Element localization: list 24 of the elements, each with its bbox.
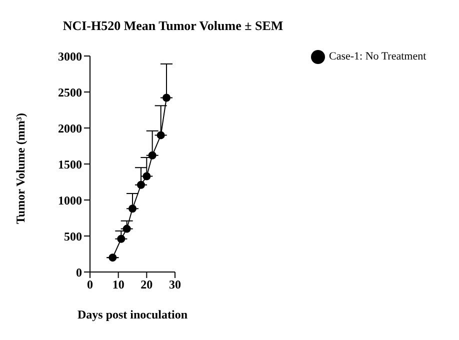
y-tick-label: 3000	[58, 49, 82, 64]
x-tick-label: 0	[87, 278, 93, 292]
point	[128, 204, 136, 213]
x-tick-label: 10	[112, 278, 124, 292]
y-axis-title: Tumor Volume (mm³)	[13, 113, 28, 224]
point	[156, 131, 165, 140]
legend-label: Case-1: No Treatment	[329, 50, 426, 63]
point	[162, 94, 170, 102]
x-axis-title: Days post inoculation	[77, 308, 188, 322]
x-tick-label: 30	[169, 278, 181, 292]
point	[117, 234, 126, 243]
point	[122, 224, 131, 233]
y-tick-label: 1000	[58, 193, 82, 208]
x-tick-label: 20	[140, 278, 153, 292]
point	[148, 151, 156, 160]
point	[142, 172, 151, 180]
chart-title: NCI-H520 Mean Tumor Volume ± SEM	[62, 18, 284, 34]
point	[137, 180, 145, 189]
y-tick-label: 2000	[58, 121, 82, 136]
y-tick-label: 2500	[58, 85, 82, 100]
point	[108, 254, 117, 262]
y-tick-label: 500	[64, 229, 82, 244]
y-tick-label: 1500	[58, 157, 82, 172]
y-tick-label: 0	[76, 265, 82, 280]
